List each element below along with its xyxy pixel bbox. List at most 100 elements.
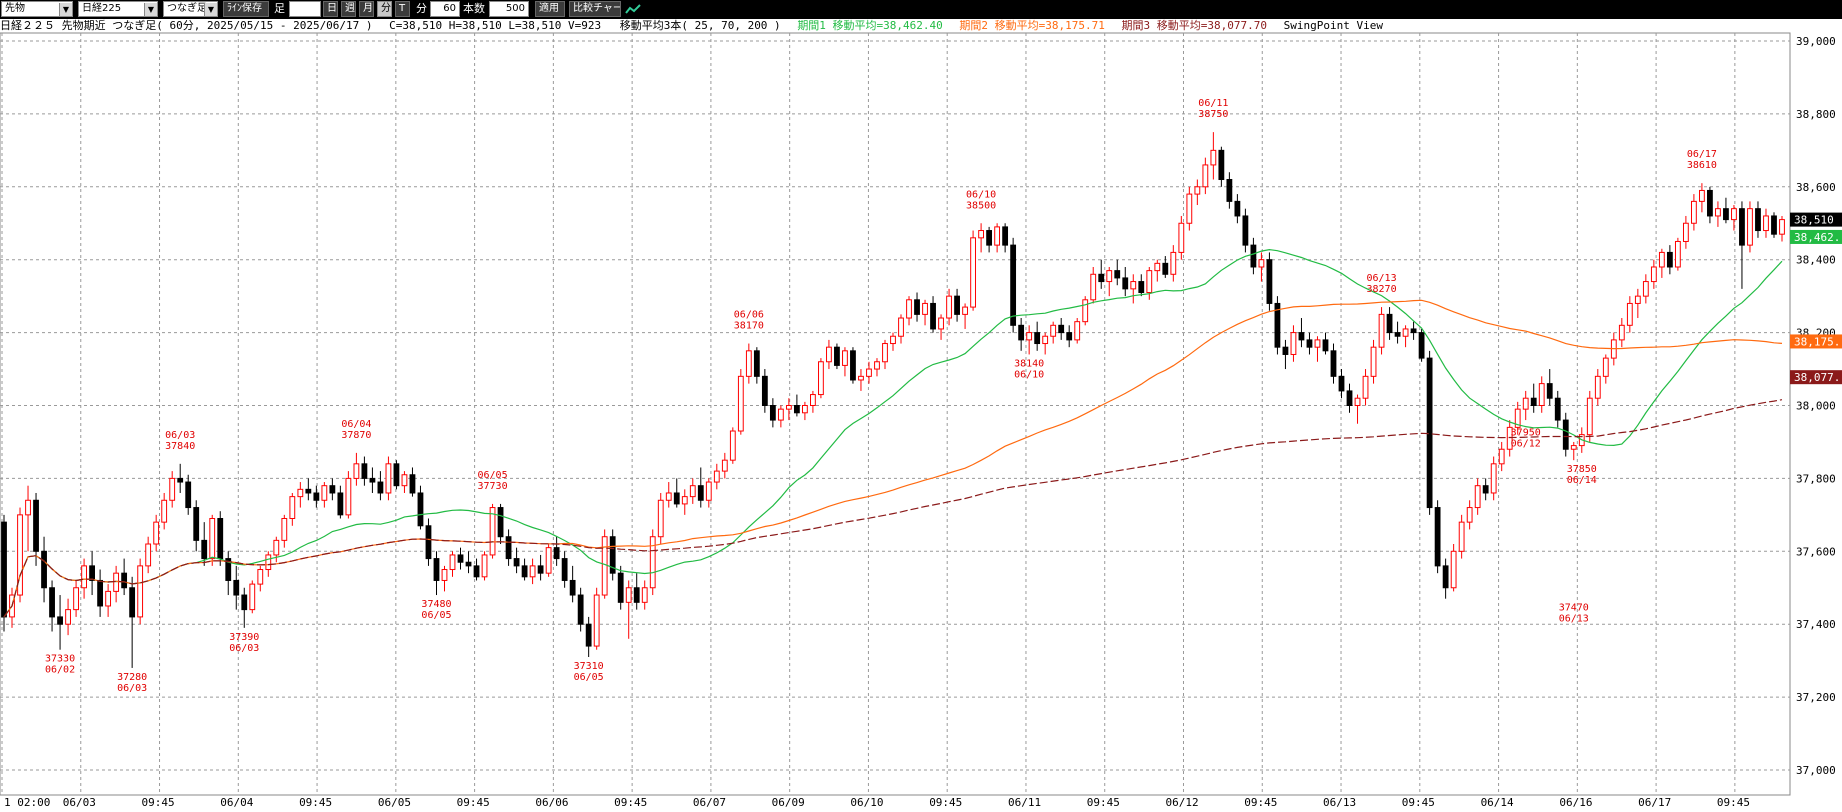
- ma-header: 移動平均3本( 25, 70, 200 ): [619, 19, 781, 32]
- candle-body: [553, 547, 560, 560]
- candle-body: [890, 335, 896, 345]
- candle-body: [401, 474, 408, 487]
- candle-body: [1202, 164, 1209, 188]
- candle-body: [617, 572, 624, 603]
- candle-body: [209, 517, 216, 560]
- candle-body: [33, 499, 39, 552]
- price-tick-label: 38,000: [1796, 400, 1836, 413]
- candle-body: [433, 558, 440, 581]
- market-select[interactable]: 先物 ▼: [1, 1, 73, 17]
- candle-body: [25, 499, 31, 516]
- time-tick-label: 06/04: [220, 796, 253, 809]
- period-tick-button[interactable]: T: [395, 1, 410, 17]
- candle-body: [41, 550, 47, 589]
- candle-body: [481, 554, 488, 578]
- candle-body: [1162, 262, 1169, 275]
- candle-body: [962, 306, 968, 315]
- chart-icon[interactable]: [625, 3, 641, 16]
- candle-body: [665, 492, 672, 501]
- market-select-value: 先物: [5, 3, 25, 14]
- candle-body: [585, 623, 592, 647]
- candle-body: [1306, 339, 1313, 348]
- candle-body: [1779, 219, 1785, 235]
- price-tick-label: 38,400: [1796, 254, 1836, 267]
- candle-body: [657, 499, 664, 538]
- candle-body: [337, 492, 344, 516]
- price-tick-label: 37,000: [1796, 764, 1836, 777]
- period-week-button[interactable]: 週: [341, 1, 356, 17]
- candle-body: [946, 295, 952, 319]
- candle-body: [1018, 324, 1025, 341]
- candle-body: [673, 492, 680, 505]
- swing-point-label: 06/05: [421, 610, 451, 621]
- compare-chart-button[interactable]: 比較チャート: [569, 1, 621, 17]
- swing-point-label: 38750: [1198, 109, 1228, 120]
- candle-body: [1658, 251, 1665, 268]
- candle-body: [737, 375, 744, 432]
- candle-body: [537, 565, 544, 574]
- ma1-readout: 期間1 移動平均=38,462.40: [797, 19, 943, 32]
- candle-body: [1458, 521, 1465, 552]
- swing-point-label: 37840: [165, 441, 195, 452]
- candle-body: [361, 463, 368, 479]
- bar-count-field[interactable]: [289, 1, 321, 17]
- candle-body: [922, 302, 928, 315]
- candle-body: [681, 496, 688, 505]
- swing-point-label: 38500: [966, 200, 996, 211]
- candle-body: [1642, 281, 1649, 297]
- swing-point-label: 37480: [421, 599, 451, 610]
- period-day-button[interactable]: 日: [323, 1, 338, 17]
- candle-body: [906, 299, 912, 319]
- continuity-select[interactable]: つなぎ足 ▼: [163, 1, 218, 17]
- candle-body: [713, 470, 720, 483]
- ma2-line: [3, 299, 1783, 618]
- symbol-select[interactable]: 日経225 ▼: [78, 1, 158, 17]
- candle-body: [882, 343, 888, 363]
- candle-body: [842, 350, 848, 366]
- candle-body: [1690, 200, 1697, 224]
- count-input[interactable]: 500: [489, 1, 529, 17]
- candle-body: [329, 485, 336, 494]
- time-tick-label: 06/17: [1638, 796, 1671, 809]
- candle-body: [1474, 485, 1481, 509]
- swing-point-label: 06/05: [574, 672, 604, 683]
- candle-body: [1194, 186, 1201, 195]
- swing-point-label: 06/17: [1687, 149, 1717, 160]
- candle-body: [1098, 273, 1105, 283]
- period-month-button[interactable]: 月: [359, 1, 374, 17]
- candle-body: [1482, 485, 1489, 494]
- apply-button[interactable]: 適用: [535, 1, 565, 17]
- candle-body: [753, 350, 760, 377]
- candle-body: [1362, 375, 1369, 399]
- candle-body: [1026, 332, 1033, 341]
- candle-body: [1739, 208, 1745, 246]
- candle-body: [1402, 328, 1409, 337]
- minute-label: 分: [416, 2, 427, 15]
- current-price-tag: [1790, 212, 1842, 227]
- chevron-down-icon: ▼: [144, 3, 157, 16]
- time-tick-label: 06/12: [1165, 796, 1198, 809]
- candle-body: [513, 558, 520, 567]
- time-tick-label: 09:45: [614, 796, 647, 809]
- period-minute-button[interactable]: 分: [377, 1, 392, 17]
- swing-point-label: 37850: [1567, 464, 1597, 475]
- ma3-line: [3, 399, 1783, 618]
- candle-body: [1034, 332, 1041, 345]
- candle-body: [1002, 226, 1009, 246]
- time-tick-label: 1 02:00: [4, 796, 50, 809]
- candle-body: [81, 565, 87, 589]
- time-tick-label: 09:45: [1717, 796, 1750, 809]
- candle-body: [1418, 332, 1425, 359]
- candle-body: [201, 539, 208, 560]
- time-tick-label: 09:45: [457, 796, 490, 809]
- time-tick-label: 06/10: [850, 796, 883, 809]
- candle-body: [73, 587, 79, 611]
- candle-body: [1466, 507, 1473, 523]
- save-line-button[interactable]: ﾗｲﾝ保存: [223, 1, 269, 17]
- minute-input[interactable]: 60: [430, 1, 460, 17]
- candle-body: [409, 474, 416, 494]
- candle-body: [441, 569, 448, 581]
- price-tick-label: 38,800: [1796, 108, 1836, 121]
- candle-body: [1522, 397, 1529, 410]
